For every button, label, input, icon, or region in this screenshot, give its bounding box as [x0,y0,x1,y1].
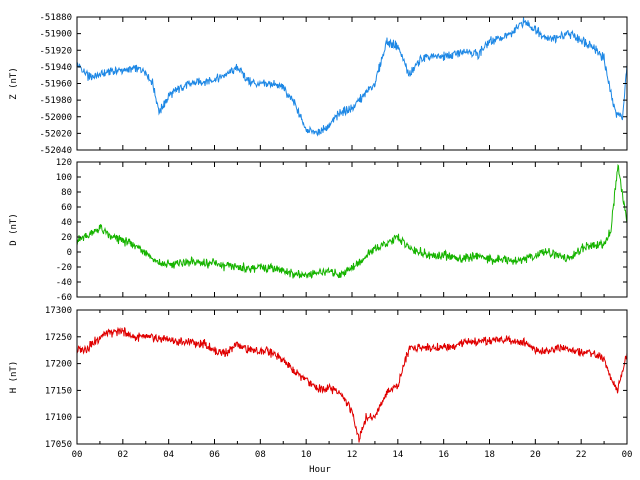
h-y-tick-label: 17150 [45,386,72,396]
x-tick-label: 12 [347,450,358,460]
z-y-tick-label: -51880 [39,13,72,23]
x-tick-label: 04 [163,450,174,460]
h-series-line [77,326,627,443]
z-y-tick-label: -52000 [39,113,72,123]
h-component-panel: 17050 17100 17150 17200 17250 17300 00 02 04 06 08… [9,306,632,460]
x-tick-label: 14 [392,450,403,460]
d-y-tick-label: 120 [56,158,72,168]
d-plot-frame [76,161,628,298]
z-series-line [77,17,627,137]
d-y-tick-label: 100 [56,173,72,183]
x-tick-label: 06 [209,450,220,460]
d-y-tick-label: -20 [56,263,72,273]
x-tick-label: 18 [484,450,495,460]
z-component-panel: -52040 -52020 -52000 -51980 -51960 -51940 -519… [9,13,628,156]
d-y-tick-label: -40 [56,278,72,288]
d-y-tick-label: 60 [61,203,72,213]
x-tick-label: 16 [438,450,449,460]
z-y-tick-label: -51960 [39,80,72,90]
h-y-tick-label: 17300 [45,306,72,316]
d-y-tick-label: 80 [61,188,72,198]
d-series-line [77,163,627,279]
z-y-tick-label: -51980 [39,96,72,106]
x-tick-label: 10 [301,450,312,460]
z-y-tick-label: -51900 [39,30,72,40]
z-y-tick-label: -51940 [39,63,72,73]
z-y-axis-label: Z (nT) [9,67,19,100]
x-tick-label: 02 [117,450,128,460]
d-y-tick-label: 0 [67,248,72,258]
z-y-tick-label: -51920 [39,46,72,56]
d-y-axis-label: D (nT) [9,213,19,246]
x-tick-label: 22 [576,450,587,460]
d-y-tick-label: 40 [61,218,72,228]
d-y-tick-label: -60 [56,293,72,303]
h-y-tick-label: 17050 [45,440,72,450]
x-tick-label: 20 [530,450,541,460]
h-y-tick-label: 17100 [45,413,72,423]
h-plot-frame [76,309,628,445]
h-y-axis-label: H (nT) [9,361,19,394]
x-tick-label: 00 [622,450,633,460]
h-y-tick-label: 17250 [45,333,72,343]
x-tick-label: 00 [72,450,83,460]
d-y-tick-label: 20 [61,233,72,243]
x-axis-label: Hour [309,465,331,475]
z-y-tick-label: -52040 [39,146,72,156]
x-tick-label: 08 [255,450,266,460]
h-y-tick-label: 17200 [45,360,72,370]
d-component-panel: -60 -40 -20 0 20 40 60 80 100 120 D (nT) [9,158,628,303]
z-y-tick-label: -52020 [39,129,72,139]
